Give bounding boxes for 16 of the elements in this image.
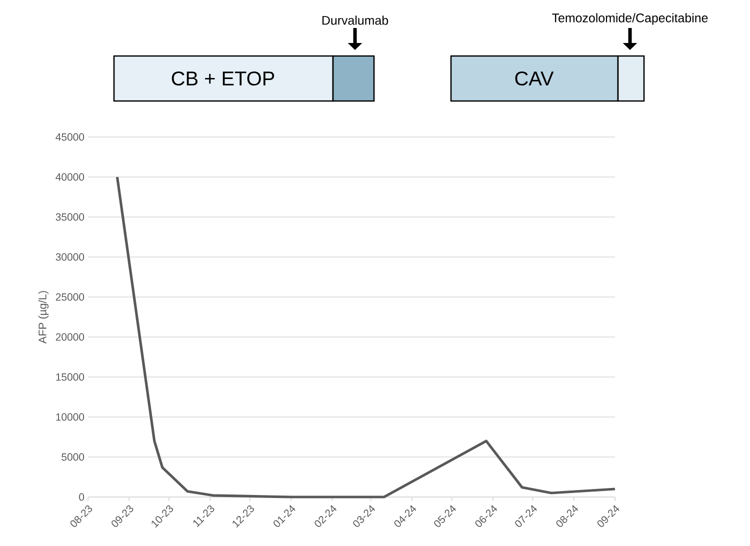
y-tick-label: 25000 [56,293,84,301]
text: CAV [515,71,554,86]
line-series [116,176,616,498]
y-tick-label: 45000 [56,133,84,141]
y-tick-label: 0 [79,493,84,501]
y-axis-title: AFP (µg/L) [38,291,49,344]
y-tick-label: 35000 [56,213,84,221]
y-tick-label: 10000 [56,413,84,421]
y-tick-label: 30000 [56,253,84,261]
y-tick-label: 5000 [62,453,84,461]
text: CB + ETOP [172,71,274,86]
text: Temozolomide/Capecitabine [552,13,708,25]
y-tick-label: 20000 [56,333,84,341]
text: Durvalumab [322,16,388,25]
y-tick-label: 40000 [56,173,84,181]
y-tick-label: 15000 [56,373,84,381]
